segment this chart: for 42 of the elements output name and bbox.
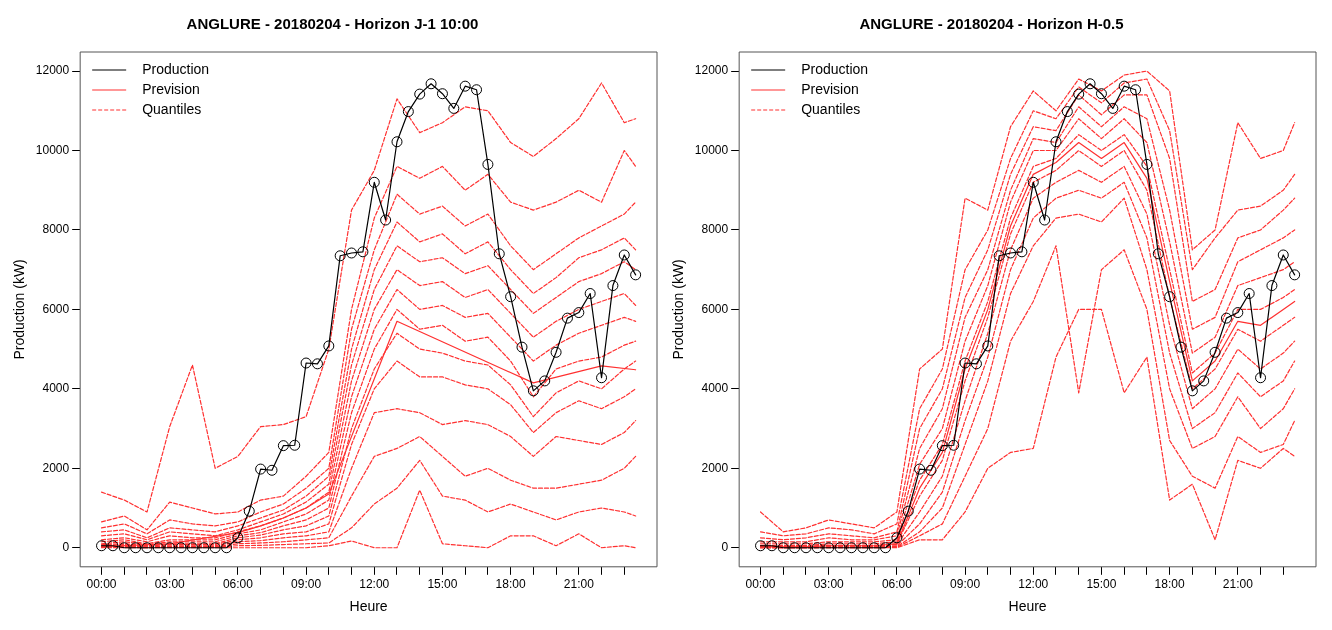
y-tick-label: 8000 — [701, 222, 729, 237]
x-tick-label: 06:00 — [881, 577, 913, 592]
y-axis-title: Production (kW) — [11, 259, 28, 360]
y-tick-label: 10000 — [694, 142, 729, 157]
x-tick-label: 06:00 — [222, 577, 254, 592]
x-tick-label: 21:00 — [563, 577, 595, 592]
x-tick-label: 18:00 — [1154, 577, 1185, 592]
legend-label: Production — [142, 60, 210, 77]
legend-label: Production — [801, 60, 869, 77]
y-tick-label: 8000 — [42, 222, 70, 237]
x-tick-label: 15:00 — [1086, 577, 1117, 592]
x-tick-label: 00:00 — [86, 577, 117, 592]
x-tick-label: 18:00 — [495, 577, 526, 592]
legend-label: Prevision — [801, 80, 859, 97]
legend-label: Quantiles — [801, 100, 861, 117]
y-tick-label: 10000 — [35, 142, 70, 157]
x-tick-label: 12:00 — [359, 577, 390, 592]
legend-label: Quantiles — [142, 100, 202, 117]
x-tick-label: 00:00 — [745, 577, 776, 592]
y-tick-label: 6000 — [42, 301, 70, 316]
x-axis-title: Heure — [1008, 598, 1047, 615]
y-tick-label: 12000 — [35, 63, 70, 78]
x-tick-label: 15:00 — [427, 577, 458, 592]
x-tick-label: 03:00 — [154, 577, 186, 592]
y-axis-title: Production (kW) — [670, 259, 687, 360]
y-tick-label: 4000 — [42, 381, 70, 396]
chart-title: ANGLURE - 20180204 - Horizon J-1 10:00 — [186, 15, 479, 33]
legend-label: Prevision — [142, 80, 200, 97]
y-tick-label: 0 — [62, 540, 70, 555]
y-tick-label: 6000 — [701, 301, 729, 316]
x-tick-label: 03:00 — [813, 577, 845, 592]
x-axis-title: Heure — [349, 598, 388, 615]
x-tick-label: 12:00 — [1018, 577, 1049, 592]
chart-title: ANGLURE - 20180204 - Horizon H-0.5 — [859, 15, 1124, 33]
y-tick-label: 4000 — [701, 381, 729, 396]
x-tick-label: 21:00 — [1222, 577, 1254, 592]
y-tick-label: 12000 — [694, 63, 729, 78]
x-tick-label: 09:00 — [291, 577, 322, 592]
x-tick-label: 09:00 — [950, 577, 981, 592]
y-tick-label: 0 — [721, 540, 729, 555]
y-tick-label: 2000 — [42, 460, 70, 475]
y-tick-label: 2000 — [701, 460, 729, 475]
